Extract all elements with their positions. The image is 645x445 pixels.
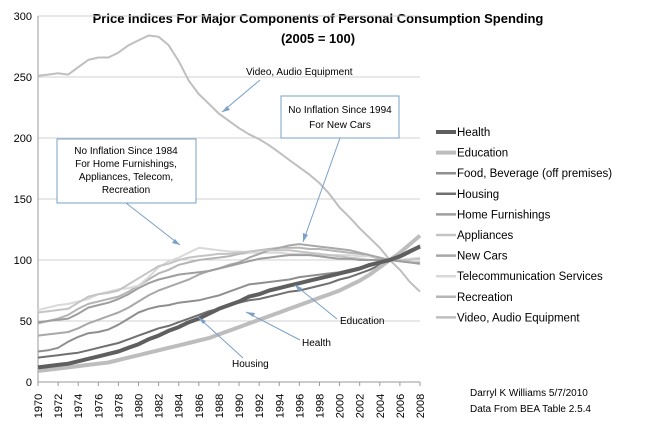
credit-line1: Darryl K Williams 5/7/2010 <box>470 388 588 399</box>
annotation-home-line4: Recreation <box>102 185 150 196</box>
x-tick-label: 1994 <box>274 394 286 418</box>
y-tick-label: 100 <box>14 255 32 267</box>
legend-label: Health <box>457 127 490 139</box>
legend-label: Food, Beverage (off premises) <box>457 168 612 180</box>
annotation-education-arrow <box>294 284 338 320</box>
x-tick-label: 1984 <box>174 394 186 418</box>
annotation-home-line2: For Home Furnishings, <box>75 159 177 170</box>
annotation-video-text: Video, Audio Equipment <box>246 67 353 78</box>
series-line <box>37 234 422 373</box>
annotation-newcars-box <box>280 95 400 139</box>
y-tick-label: 300 <box>14 11 32 23</box>
x-tick-label: 1974 <box>73 394 85 418</box>
annotation-housing-arrowhead <box>198 317 206 324</box>
series-lines <box>37 34 422 373</box>
annotation-newcars-arrowhead <box>303 233 308 242</box>
annotation-health-arrowhead <box>246 312 255 317</box>
annotation-home-line3: Appliances, Telecom, <box>79 172 173 183</box>
annotation-health-arrow <box>245 311 301 341</box>
chart-subtitle: (2005 = 100) <box>281 31 355 46</box>
x-tick-label: 2000 <box>335 394 347 418</box>
legend-label: Education <box>457 148 508 160</box>
annotation-home-box <box>56 138 197 204</box>
series-line <box>37 243 421 337</box>
annotation-newcars-line2: For New Cars <box>309 120 371 131</box>
legend-label: Housing <box>457 189 499 201</box>
annotation-housing-arrow <box>197 316 244 359</box>
x-tick-label: 2008 <box>415 394 427 418</box>
annotation-housing: Housing <box>197 316 269 370</box>
annotation-newcars-line1: No Inflation Since 1994 <box>288 105 392 116</box>
y-tick-label: 50 <box>20 316 32 328</box>
series-line <box>37 246 420 325</box>
x-tick-label: 1970 <box>33 394 45 418</box>
x-tick-label: 1972 <box>53 394 65 418</box>
annotation-housing-text: Housing <box>232 359 269 370</box>
annotation-education-arrowhead <box>295 285 302 292</box>
legend-label: Appliances <box>457 230 514 242</box>
x-tick-label: 1978 <box>113 394 125 418</box>
x-tick-label: 1990 <box>234 394 246 418</box>
annotation-video: Video, Audio Equipment <box>221 67 353 113</box>
x-tick-label: 1982 <box>154 394 166 418</box>
annotation-newcars-arrow <box>302 137 341 243</box>
series-line <box>37 244 421 353</box>
legend: Health Education Food, Beverage (off premi… <box>436 127 612 324</box>
x-axis: 1970 1972 1974 1976 1978 1980 1982 1984 1986 1988… <box>33 382 427 418</box>
series-line <box>37 254 421 324</box>
annotation-health: Health <box>245 311 331 349</box>
series-line <box>37 244 421 370</box>
x-tick-label: 1986 <box>194 394 206 418</box>
annotation-education-text: Education <box>340 316 384 327</box>
y-tick-label: 200 <box>14 133 32 145</box>
x-tick-label: 1998 <box>314 394 326 418</box>
credit-line2: Data From BEA Table 2.5.4 <box>470 404 591 415</box>
annotation-home-arrow <box>125 202 181 246</box>
annotation-newcars: No Inflation Since 1994 For New Cars <box>280 95 400 243</box>
x-tick-label: 1988 <box>214 394 226 418</box>
annotation-home-arrowhead <box>172 239 180 245</box>
y-tick-label: 0 <box>26 377 32 389</box>
annotation-home-line1: No Inflation Since 1984 <box>74 146 178 157</box>
y-tick-label: 250 <box>14 72 32 84</box>
legend-label: Telecommunication Services <box>457 271 603 283</box>
annotation-health-text: Health <box>302 338 331 349</box>
x-tick-label: 2004 <box>375 394 387 418</box>
legend-label: Video, Audio Equipment <box>457 312 580 324</box>
x-tick-label: 1992 <box>254 394 266 418</box>
legend-label: Recreation <box>457 292 513 304</box>
series-line <box>37 34 421 293</box>
x-tick-label: 2006 <box>395 394 407 418</box>
x-tick-label: 1976 <box>93 394 105 418</box>
y-tick-label: 150 <box>14 194 32 206</box>
annotation-education: Education <box>294 284 384 327</box>
y-axis: 0 50 100 150 200 250 300 <box>14 11 420 389</box>
chart-title: Price Indices For Major Components of Pe… <box>93 11 544 26</box>
annotation-video-arrowhead <box>222 106 230 112</box>
x-tick-label: 1980 <box>134 394 146 418</box>
legend-label: New Cars <box>457 251 508 263</box>
annotation-video-arrow <box>221 79 261 113</box>
x-tick-label: 1996 <box>294 394 306 418</box>
series-line <box>37 249 421 314</box>
legend-label: Home Furnishings <box>457 209 551 221</box>
annotation-home: No Inflation Since 1984 For Home Furnish… <box>56 138 197 246</box>
x-tick-label: 2002 <box>355 394 367 418</box>
